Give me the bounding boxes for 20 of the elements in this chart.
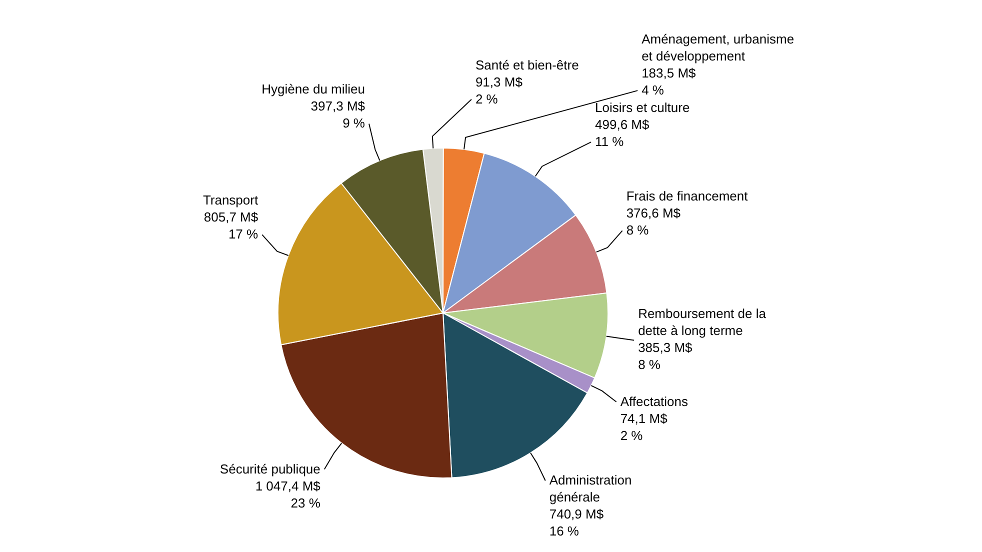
data-label: 385,3 M$ 8 %: [638, 340, 694, 372]
data-label: 397,3 M$ 9 %: [310, 98, 366, 131]
slice-label: Aménagement, urbanisme et développement: [642, 32, 794, 64]
slice-label: Loisirs et culture: [595, 100, 690, 116]
slice-label: Hygiène du milieu: [262, 82, 366, 97]
data-label: 1 047,4 M$ 23 %: [255, 478, 322, 510]
data-label: 499,6 M$ 11 %: [595, 117, 650, 150]
slice-label: Administration générale: [549, 472, 632, 505]
slice-label: Affectations: [620, 394, 689, 409]
data-label: 91,3 M$ 2 %: [475, 74, 524, 106]
slice-label: Frais de financement: [626, 188, 748, 204]
slice-label: Sécurité publique: [220, 461, 320, 476]
data-label: 805,7 M$ 17 %: [204, 210, 259, 242]
slice-label: Santé et bien-être: [475, 57, 579, 72]
data-label: 376,6 M$ 8 %: [626, 206, 682, 238]
data-label: 74,1 M$ 2 %: [620, 410, 668, 443]
slice-label: Transport: [202, 192, 258, 208]
data-label: 183,5 M$ 4 %: [642, 66, 697, 98]
slice-label: Remboursement de la dette à long terme: [638, 306, 767, 338]
data-label: 740,9 M$ 16 %: [549, 506, 604, 539]
